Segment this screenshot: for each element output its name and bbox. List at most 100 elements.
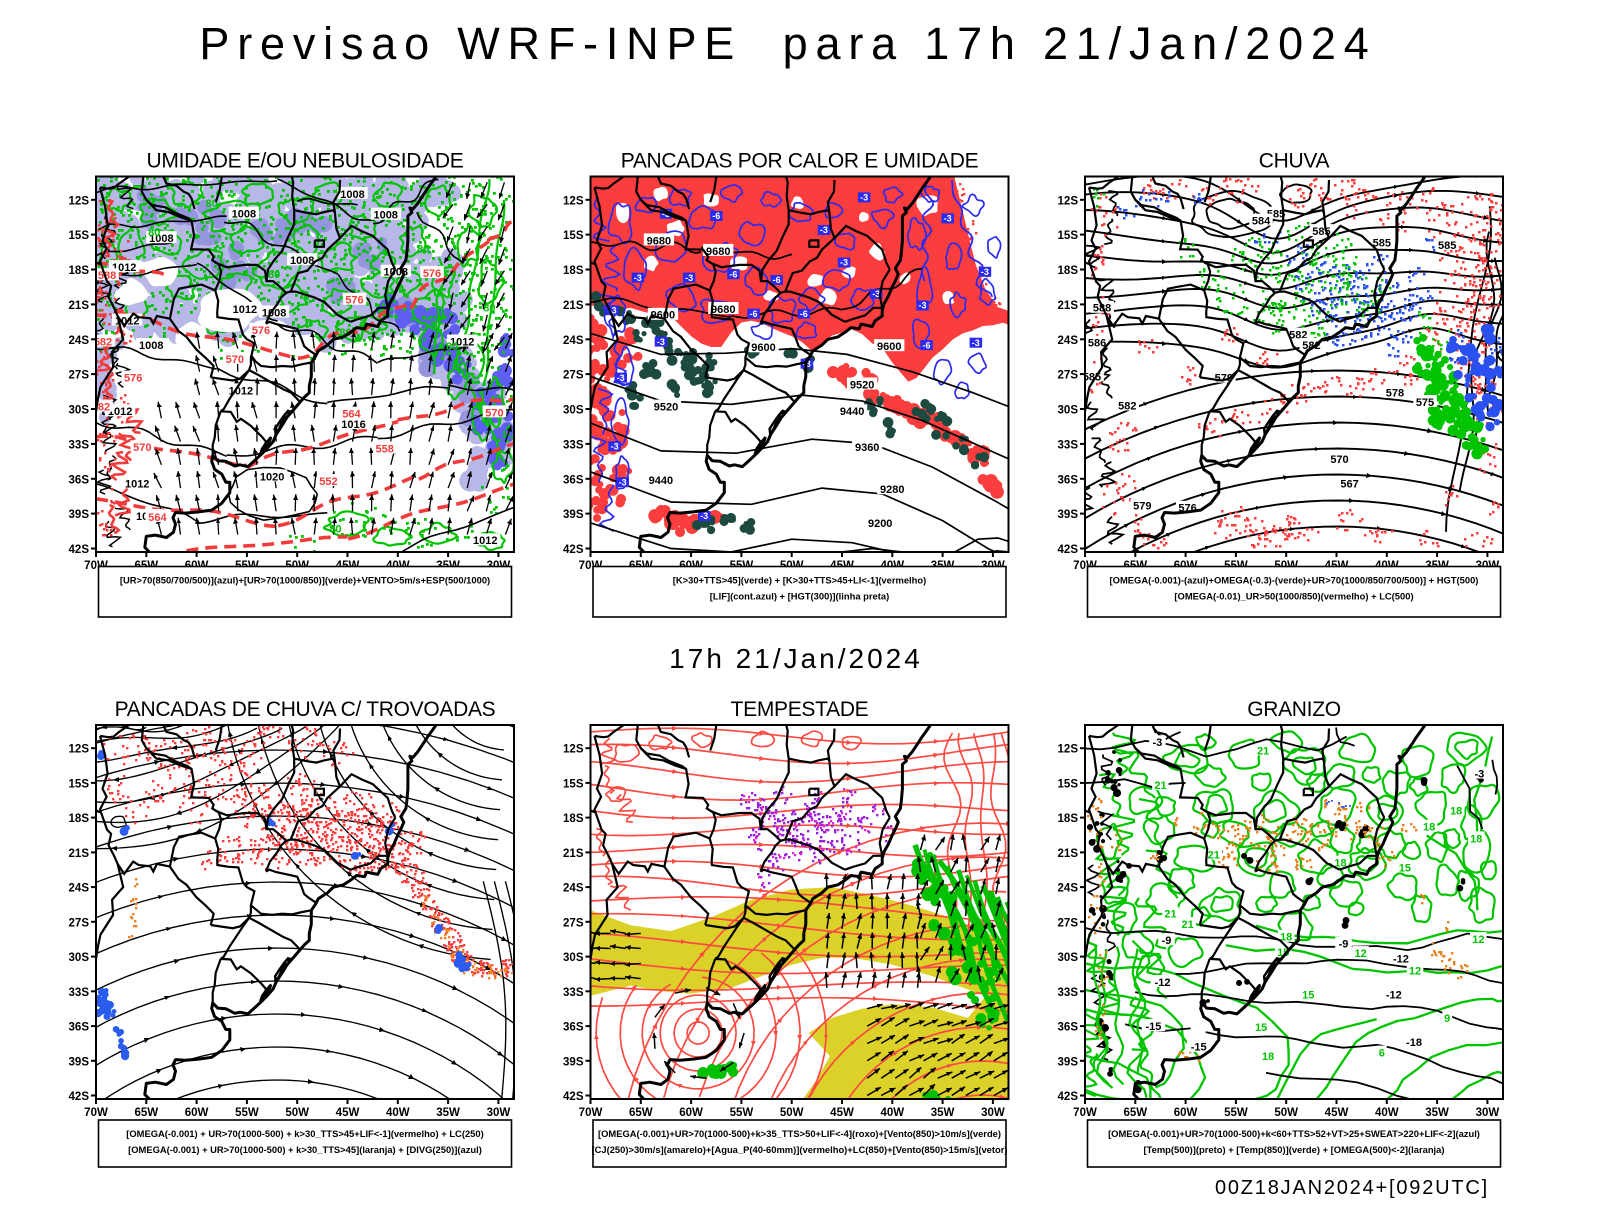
svg-text:-3: -3 [860, 193, 868, 203]
svg-text:80: 80 [206, 198, 218, 210]
svg-text:30S: 30S [563, 405, 584, 417]
svg-text:55W: 55W [235, 1107, 259, 1119]
svg-text:27S: 27S [1058, 370, 1079, 382]
svg-text:9600: 9600 [877, 341, 901, 353]
svg-text:24S: 24S [1058, 883, 1079, 895]
svg-text:9200: 9200 [868, 518, 892, 530]
svg-text:21S: 21S [563, 300, 584, 312]
svg-text:18: 18 [1450, 806, 1462, 818]
svg-text:9680: 9680 [647, 235, 671, 247]
svg-text:17h 21/Jan/2024: 17h 21/Jan/2024 [669, 643, 923, 674]
svg-text:-3: -3 [657, 337, 665, 347]
svg-text:-12: -12 [1386, 990, 1402, 1002]
svg-text:30S: 30S [1058, 952, 1079, 964]
svg-text:[K>30+TTS>45](verde) + [K>30+T: [K>30+TTS>45](verde) + [K>30+TTS>45+LI<-… [673, 575, 927, 586]
svg-text:[UR>70(850/700/500)](azul)+[UR: [UR>70(850/700/500)](azul)+[UR>70(1000/8… [120, 575, 490, 586]
svg-text:PANCADAS DE CHUVA C/ TROVOADAS: PANCADAS DE CHUVA C/ TROVOADAS [115, 698, 496, 721]
svg-text:585: 585 [1373, 238, 1391, 250]
svg-text:CHUVA: CHUVA [1259, 150, 1330, 173]
svg-text:9: 9 [1444, 1013, 1450, 1025]
svg-text:80: 80 [268, 269, 280, 281]
svg-text:9520: 9520 [850, 379, 874, 391]
svg-text:12S: 12S [1058, 195, 1079, 207]
svg-text:80: 80 [148, 227, 160, 239]
svg-text:18S: 18S [69, 265, 90, 277]
svg-text:585: 585 [1438, 240, 1456, 252]
svg-text:586: 586 [1088, 338, 1106, 350]
svg-text:-3: -3 [840, 258, 848, 268]
svg-text:27S: 27S [1058, 917, 1079, 929]
svg-text:18S: 18S [563, 813, 584, 825]
svg-text:33S: 33S [1058, 439, 1079, 451]
svg-text:1012: 1012 [229, 385, 253, 397]
svg-text:[OMEGA(-0.001) + UR>70(1000-50: [OMEGA(-0.001) + UR>70(1000-500) + k>30_… [126, 1128, 483, 1139]
svg-text:70W: 70W [1073, 1107, 1097, 1119]
svg-text:45W: 45W [830, 1107, 854, 1119]
svg-text:582: 582 [92, 402, 110, 414]
svg-text:15S: 15S [69, 230, 90, 242]
svg-text:15S: 15S [563, 778, 584, 790]
svg-text:15: 15 [1399, 862, 1411, 874]
svg-text:-3: -3 [872, 289, 880, 299]
svg-text:39S: 39S [69, 509, 90, 521]
svg-text:24S: 24S [69, 883, 90, 895]
svg-text:27S: 27S [563, 917, 584, 929]
svg-text:1008: 1008 [290, 255, 314, 267]
svg-text:PANCADAS POR CALOR E UMIDADE: PANCADAS POR CALOR E UMIDADE [621, 150, 979, 173]
svg-text:27S: 27S [69, 917, 90, 929]
svg-text:579: 579 [1133, 500, 1151, 512]
svg-text:36S: 36S [563, 474, 584, 486]
svg-text:UMIDADE E/OU NEBULOSIDADE: UMIDADE E/OU NEBULOSIDADE [147, 150, 464, 173]
svg-text:TEMPESTADE: TEMPESTADE [731, 698, 869, 721]
svg-text:33S: 33S [69, 439, 90, 451]
svg-text:564: 564 [342, 409, 361, 421]
svg-text:36S: 36S [69, 474, 90, 486]
svg-text:1016: 1016 [341, 419, 365, 431]
svg-text:12S: 12S [563, 744, 584, 756]
svg-text:18: 18 [1280, 932, 1292, 944]
svg-text:582: 582 [1118, 400, 1136, 412]
svg-text:1008: 1008 [373, 210, 397, 222]
svg-text:9520: 9520 [654, 402, 678, 414]
svg-text:1008: 1008 [340, 189, 364, 201]
svg-text:-18: -18 [1406, 1037, 1422, 1049]
svg-text:1020: 1020 [260, 471, 284, 483]
svg-text:1008: 1008 [139, 340, 163, 352]
svg-text:570: 570 [133, 442, 151, 454]
svg-text:30S: 30S [69, 952, 90, 964]
svg-text:36S: 36S [1058, 474, 1079, 486]
svg-text:80: 80 [483, 303, 495, 315]
svg-text:588: 588 [98, 270, 116, 282]
svg-text:39S: 39S [69, 1056, 90, 1068]
svg-text:584: 584 [1252, 216, 1271, 228]
svg-text:-3: -3 [820, 225, 828, 235]
svg-text:18S: 18S [563, 265, 584, 277]
svg-text:40W: 40W [386, 1107, 410, 1119]
svg-text:1012: 1012 [450, 336, 474, 348]
svg-text:39S: 39S [563, 509, 584, 521]
svg-text:18: 18 [1470, 833, 1482, 845]
svg-text:-15: -15 [1145, 1021, 1161, 1033]
svg-text:12S: 12S [563, 195, 584, 207]
svg-text:12S: 12S [69, 195, 90, 207]
svg-text:-3: -3 [972, 338, 980, 348]
svg-text:576: 576 [423, 268, 441, 280]
svg-text:-3: -3 [617, 373, 625, 383]
svg-text:42S: 42S [69, 1091, 90, 1103]
svg-text:-12: -12 [1393, 954, 1409, 966]
svg-text:9280: 9280 [880, 484, 904, 496]
svg-text:552: 552 [319, 476, 337, 488]
svg-text:36S: 36S [1058, 1022, 1079, 1034]
svg-text:30W: 30W [1476, 1107, 1500, 1119]
svg-text:60W: 60W [1174, 1107, 1198, 1119]
svg-text:21S: 21S [1058, 300, 1079, 312]
svg-text:40W: 40W [880, 1107, 904, 1119]
svg-text:35W: 35W [436, 1107, 460, 1119]
svg-text:-9: -9 [1339, 939, 1349, 951]
svg-text:-3: -3 [634, 273, 642, 283]
svg-text:12: 12 [1472, 934, 1484, 946]
svg-text:[OMEGA(-0.001)+UR>70(1000-500): [OMEGA(-0.001)+UR>70(1000-500)+k<60+TTS>… [1108, 1128, 1480, 1139]
svg-text:18S: 18S [69, 813, 90, 825]
svg-text:-3: -3 [609, 305, 617, 315]
svg-text:-6: -6 [712, 211, 720, 221]
